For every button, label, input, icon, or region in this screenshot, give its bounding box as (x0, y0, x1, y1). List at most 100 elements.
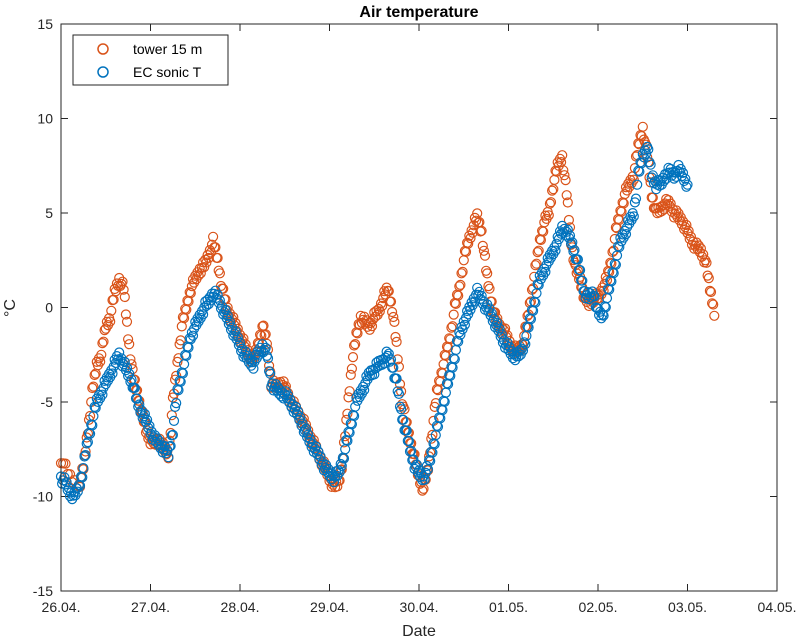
data-point (199, 262, 210, 273)
x-tick-label: 30.04. (400, 599, 439, 615)
data-point (496, 329, 507, 340)
data-point (214, 295, 225, 306)
series-layer (55, 121, 720, 505)
data-point (138, 411, 149, 422)
data-point (628, 174, 639, 185)
data-point (685, 231, 697, 242)
data-point (459, 319, 470, 330)
data-point (133, 401, 144, 412)
data-point (377, 300, 388, 311)
data-point (559, 170, 570, 181)
data-point (163, 452, 174, 463)
data-point (343, 392, 354, 403)
data-point (571, 268, 582, 279)
data-point (287, 399, 298, 410)
data-point (391, 336, 402, 347)
data-point (391, 373, 402, 384)
data-point (87, 382, 98, 394)
data-point (334, 467, 345, 478)
data-point (95, 356, 106, 367)
data-point (105, 316, 116, 327)
data-point (561, 226, 572, 237)
data-point (349, 340, 360, 351)
data-point (643, 144, 654, 155)
data-point (493, 325, 504, 336)
data-point (167, 429, 178, 440)
legend-marker-ec-sonic-t (97, 66, 109, 78)
data-point (519, 337, 530, 348)
data-point (390, 331, 401, 343)
data-point (565, 238, 577, 249)
data-point (195, 268, 206, 279)
data-point (682, 227, 693, 239)
data-point (382, 350, 393, 361)
data-point (403, 436, 414, 447)
data-point (630, 193, 642, 204)
data-point (385, 296, 397, 307)
data-point (248, 363, 259, 374)
x-tick-label: 03.05. (668, 599, 707, 615)
x-axis-label: Date (402, 623, 436, 640)
data-point (695, 243, 707, 254)
data-point (401, 425, 412, 436)
data-point (647, 192, 658, 203)
x-tick-label: 28.04. (221, 599, 260, 615)
data-point (572, 254, 584, 265)
data-point (387, 306, 398, 318)
data-point (118, 359, 129, 370)
data-point (393, 388, 404, 399)
data-point (704, 285, 716, 296)
data-point (96, 349, 107, 360)
data-point (97, 338, 108, 349)
data-point (544, 198, 556, 209)
data-point (646, 172, 657, 183)
data-point (709, 310, 720, 321)
data-point (632, 179, 643, 190)
data-point (208, 231, 219, 242)
data-point (218, 283, 229, 294)
data-point (605, 257, 616, 268)
x-tick-label: 01.05. (489, 599, 528, 615)
data-point (587, 286, 598, 297)
data-point (80, 446, 91, 457)
data-point (220, 305, 231, 316)
data-point (290, 401, 301, 412)
data-point (464, 230, 475, 241)
data-point (165, 440, 176, 452)
data-point (185, 288, 196, 299)
data-point (134, 395, 145, 406)
data-point (146, 426, 157, 437)
data-point (465, 233, 476, 244)
data-point (120, 365, 132, 376)
data-point (345, 369, 356, 380)
y-tick-label: 10 (37, 111, 53, 127)
data-point (317, 457, 328, 468)
data-point (683, 225, 694, 236)
data-point (396, 404, 407, 415)
x-tick-label: 02.05. (579, 599, 618, 615)
data-point (491, 319, 502, 331)
data-point (550, 245, 561, 256)
legend-label-ec-sonic-t: EC sonic T (133, 64, 202, 80)
data-point (463, 238, 474, 249)
data-point (389, 316, 400, 327)
data-point (293, 406, 304, 417)
data-point (456, 268, 467, 279)
data-point (477, 240, 488, 251)
data-point (417, 485, 428, 496)
data-point (115, 355, 126, 366)
data-point (665, 198, 676, 209)
data-point (119, 356, 130, 368)
data-point (111, 278, 123, 289)
data-point (224, 316, 235, 327)
data-point (478, 245, 489, 256)
data-point (384, 356, 395, 367)
data-point (89, 369, 100, 381)
data-point (144, 420, 155, 431)
data-point (532, 247, 543, 258)
data-point (693, 240, 704, 251)
data-point (215, 303, 227, 314)
data-point (661, 173, 672, 184)
series-1 (55, 141, 693, 505)
data-point (139, 408, 150, 420)
